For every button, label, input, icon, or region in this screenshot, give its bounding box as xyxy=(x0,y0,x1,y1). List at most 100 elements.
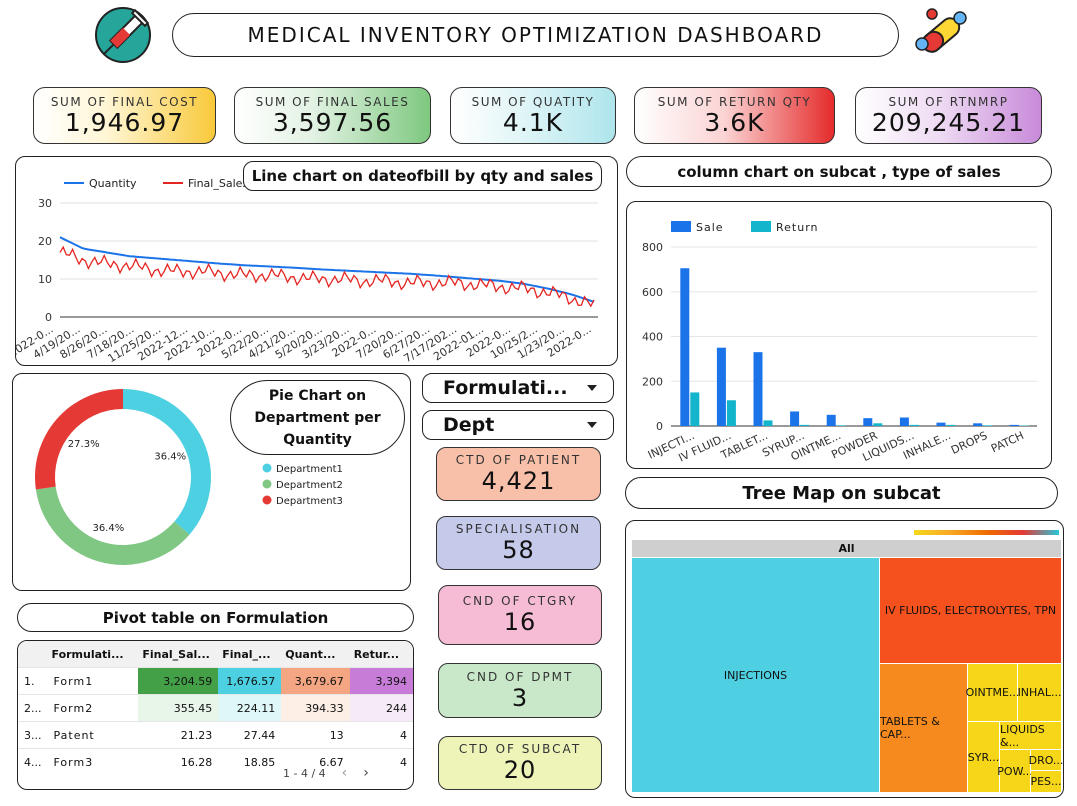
cell-quantity: 3,679.67 xyxy=(281,667,350,695)
pie-chart-title: Pie Chart on Department per Quantity xyxy=(230,380,405,455)
y-tick-label: 0 xyxy=(656,420,663,433)
pagination-label: 1 - 4 / 4 xyxy=(283,766,326,780)
cell-quantity: 394.33 xyxy=(281,694,350,722)
kpi-value: 3,597.56 xyxy=(272,108,393,137)
legend-label: Final_Sales xyxy=(188,177,248,190)
chevron-down-icon xyxy=(587,422,597,428)
cell-final-cost: 224.11 xyxy=(218,694,282,722)
treemap-cell-ointments[interactable]: OINTME... xyxy=(966,664,1019,721)
column-chart-title: column chart on subcat , type of sales xyxy=(626,156,1052,187)
cell-final-sales: 16.28 xyxy=(138,748,219,775)
treemap-cell-pessaries[interactable]: PES... xyxy=(1030,771,1062,792)
row-index: 2... xyxy=(18,694,48,722)
kpi-final-sales: Sum of Final sales 3,597.56 xyxy=(234,87,431,144)
treemap-cell-inhalers[interactable]: INHAL... xyxy=(1018,664,1061,721)
bar-sale xyxy=(680,268,690,426)
bar-sale xyxy=(863,418,873,426)
pie-slice-label: 36.4% xyxy=(154,451,186,462)
treemap-cell-syrups[interactable]: SYR... xyxy=(968,722,999,792)
column-header[interactable]: Quant... xyxy=(281,641,350,668)
row-index: 4... xyxy=(18,748,48,775)
legend-label: Department2 xyxy=(276,480,343,491)
table-header-row: Formulati... Final_Sal... Final_... Quan… xyxy=(18,641,413,668)
chevron-down-icon xyxy=(587,385,597,391)
cell-return: 4 xyxy=(349,721,413,749)
legend-label: Return xyxy=(776,221,819,234)
card-patients: CTD of patient 4,421 xyxy=(436,447,601,501)
bar-return xyxy=(873,423,883,426)
line-chart-title: Line chart on dateofbill by qty and sale… xyxy=(243,161,602,191)
card-label: CND of DPMT xyxy=(466,669,574,684)
bar-return xyxy=(800,424,810,426)
column-header[interactable]: Final_Sal... xyxy=(138,641,219,668)
table-row: 1. Form1 3,204.59 1,676.57 3,679.67 3,39… xyxy=(18,667,413,695)
next-page-icon[interactable]: › xyxy=(363,765,369,781)
pie-slice-label: 27.3% xyxy=(68,439,100,450)
legend-swatch xyxy=(671,221,691,232)
card-label: CTD of subcat xyxy=(458,742,582,756)
row-name: Form3 xyxy=(47,748,139,775)
column-header[interactable]: Formulati... xyxy=(47,641,139,668)
column-chart-panel: 800 600 400 200 0 Sale Return INJECTI... IV FLUI… xyxy=(626,201,1052,469)
formulation-dropdown[interactable]: Formulati... xyxy=(422,373,614,403)
legend-swatch xyxy=(751,221,771,232)
bar-return xyxy=(909,424,919,426)
legend-label: Sale xyxy=(696,221,724,234)
bar-sale xyxy=(936,422,946,426)
bar-sale xyxy=(973,423,983,426)
row-name: Form1 xyxy=(47,667,139,695)
column-header[interactable]: Final_... xyxy=(218,641,282,668)
y-tick-label: 30 xyxy=(38,197,52,210)
cell-final-sales: 3,204.59 xyxy=(138,667,219,695)
row-index: 3... xyxy=(18,721,48,749)
y-tick-label: 400 xyxy=(642,331,663,344)
bar-sale xyxy=(753,352,763,426)
x-tick-label: PATCH xyxy=(989,429,1026,455)
dept-dropdown-label: Dept xyxy=(443,414,495,436)
dashboard-title: MEDICAL INVENTORY OPTIMIZATION DASHBOARD xyxy=(172,13,899,57)
cell-final-sales: 21.23 xyxy=(138,721,219,749)
pie-slice-1 xyxy=(123,389,212,535)
legend-label: Quantity xyxy=(89,177,137,190)
treemap-cell-liquids[interactable]: LIQUIDS &... xyxy=(1000,722,1061,749)
pie-slice-2 xyxy=(35,486,190,565)
kpi-label: Sum of Final Cost xyxy=(50,95,199,109)
series-line-final_sales xyxy=(59,245,595,308)
x-tick-label: DROPS xyxy=(949,429,989,457)
cell-final-sales: 355.45 xyxy=(138,694,219,722)
pills-logo-icon xyxy=(910,4,972,66)
bar-return xyxy=(690,392,700,426)
cell-quantity: 6.67 xyxy=(281,748,350,775)
y-tick-label: 200 xyxy=(642,375,663,388)
y-tick-label: 600 xyxy=(642,286,663,299)
treemap-cell-powder[interactable]: POW... xyxy=(997,750,1033,792)
treemap-cell-drops[interactable]: DRO... xyxy=(1029,750,1063,770)
legend-swatch xyxy=(262,479,272,489)
card-value: 3 xyxy=(511,683,529,712)
y-tick-label: 800 xyxy=(642,241,663,254)
row-name: Form2 xyxy=(47,694,139,722)
previous-page-icon[interactable]: ‹ xyxy=(341,765,348,781)
treemap-cell-iv-fluids[interactable]: IV FLUIDS, ELECTROLYTES, TPN xyxy=(880,558,1061,663)
table-row: 2... Form2 355.45 224.11 394.33 244 xyxy=(18,694,413,722)
treemap-cell-injections[interactable]: INJECTIONS xyxy=(632,558,879,792)
legend-label: Department3 xyxy=(276,496,343,507)
card-subcategory: CTD of subcat 20 xyxy=(438,736,602,790)
cell-return: 3,394 xyxy=(349,667,413,695)
pie-slice-label: 36.4% xyxy=(92,523,124,534)
kpi-rtnmrp: Sum of rtnmrp 209,245.21 xyxy=(855,87,1042,144)
pivot-title: Pivot table on Formulation xyxy=(17,603,414,632)
treemap-cell-tablets[interactable]: TABLETS & CAP... xyxy=(880,664,967,792)
legend-swatch xyxy=(262,463,272,473)
cell-return: 4 xyxy=(349,748,413,775)
pagination: 1 - 4 / 4 ‹ › xyxy=(283,765,369,781)
column-header[interactable]: Retur... xyxy=(349,641,413,668)
dept-dropdown[interactable]: Dept xyxy=(422,410,614,440)
bar-sale xyxy=(790,411,800,426)
card-category: CND of CTGRY 16 xyxy=(438,585,602,645)
pie-slice-3 xyxy=(34,389,123,490)
pie-chart: 36.4% 36.4% 27.3% Department1 Department2 Dep… xyxy=(34,389,343,565)
card-specialisation: specialisation 58 xyxy=(436,516,601,570)
